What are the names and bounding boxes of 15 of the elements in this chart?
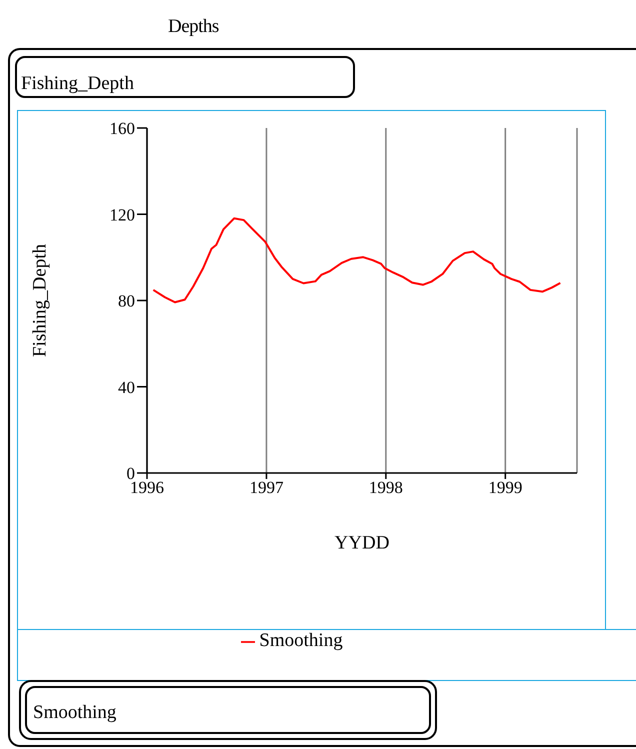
y-tick-label: 160 xyxy=(110,119,135,138)
text: Smoothing xyxy=(33,702,116,723)
y-tick-label: 80 xyxy=(118,292,135,311)
y-tick-label: 40 xyxy=(118,378,135,397)
x-tick-label: 1999 xyxy=(488,478,522,498)
x-tick-label: 1998 xyxy=(368,478,403,498)
x-tick-label: 1996 xyxy=(130,478,164,498)
y-tick-label: 120 xyxy=(110,205,135,224)
y-axis-title: Fishing_Depth xyxy=(30,244,51,357)
x-axis-title: YYDD xyxy=(334,532,390,554)
legend-label: Smoothing xyxy=(259,630,343,651)
x-tick-label: 1997 xyxy=(249,478,284,498)
chart-subtitle: Fishing_Depth xyxy=(15,56,355,98)
chart-title: Depths xyxy=(168,16,219,38)
line-series xyxy=(152,217,562,304)
